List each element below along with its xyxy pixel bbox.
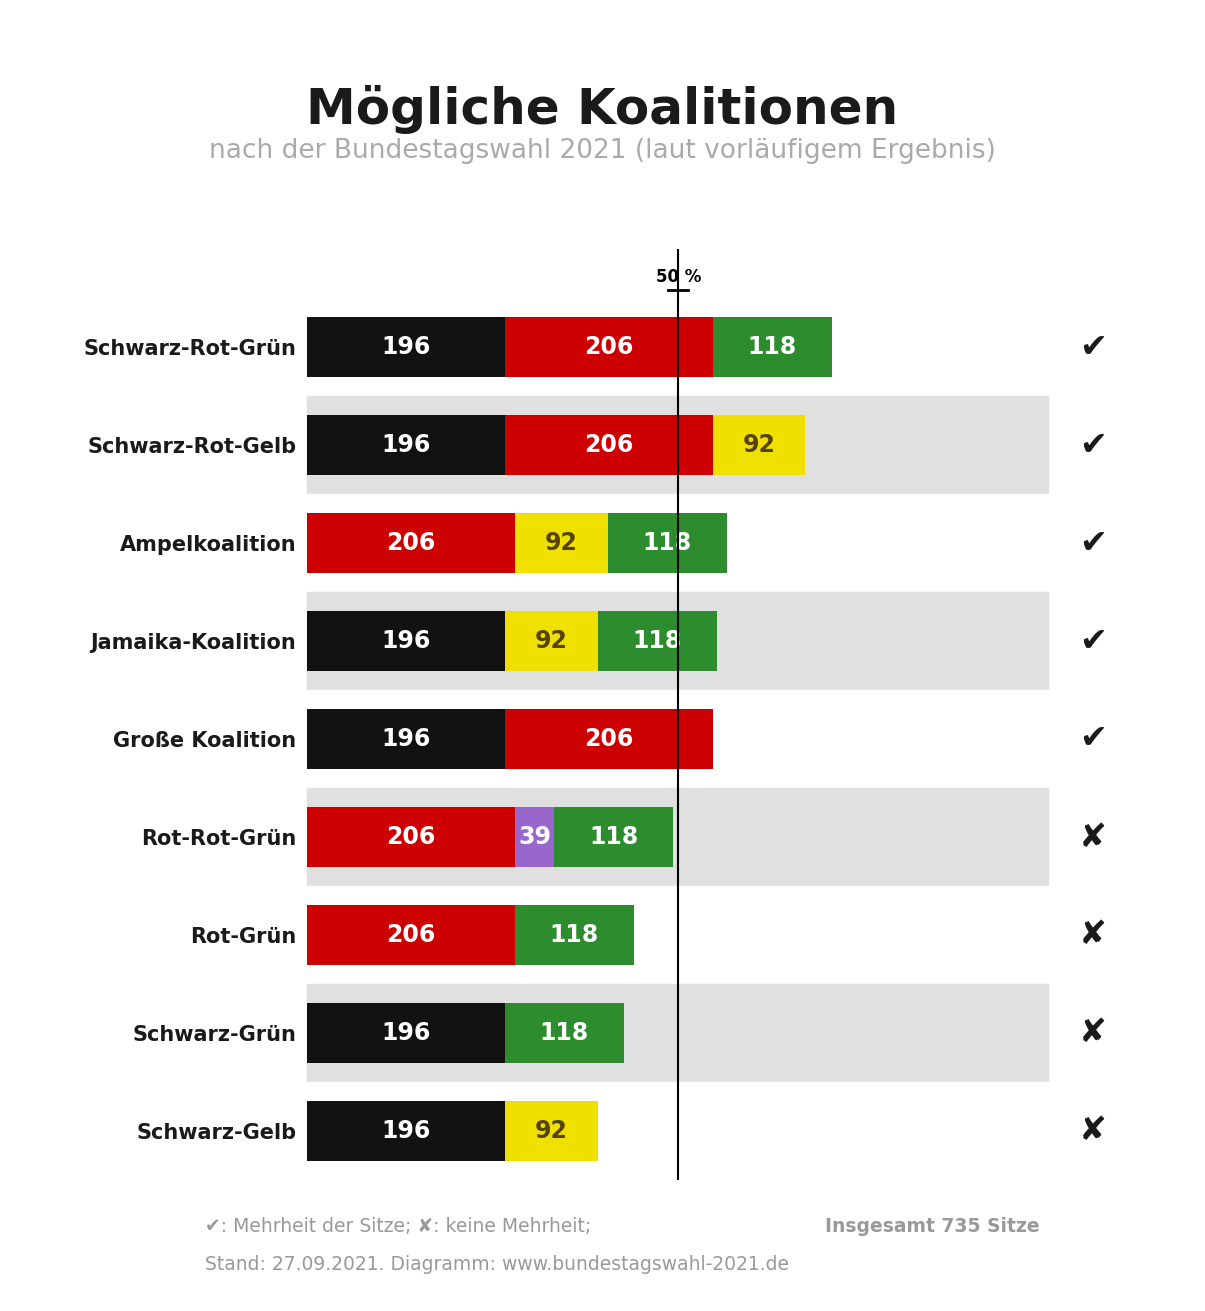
Bar — [307, 1003, 505, 1063]
Bar — [307, 593, 1048, 690]
Bar — [307, 494, 1048, 593]
Text: 206: 206 — [387, 531, 436, 555]
Text: 196: 196 — [382, 629, 430, 653]
Text: 118: 118 — [589, 825, 639, 850]
Text: 118: 118 — [633, 629, 682, 653]
Bar — [505, 611, 598, 671]
Bar — [307, 317, 505, 378]
Bar — [505, 709, 712, 770]
Text: 118: 118 — [549, 923, 599, 947]
Bar — [607, 513, 727, 573]
Text: 206: 206 — [584, 728, 634, 751]
Text: ✔: Mehrheit der Sitze; ✘: keine Mehrheit;: ✔: Mehrheit der Sitze; ✘: keine Mehrheit… — [205, 1217, 598, 1235]
Text: ✘: ✘ — [1078, 1114, 1107, 1147]
Text: 196: 196 — [382, 1021, 430, 1045]
Bar — [307, 513, 515, 573]
Text: ✔: ✔ — [1078, 527, 1107, 560]
Text: 196: 196 — [382, 728, 430, 751]
Bar — [307, 985, 1048, 1082]
Bar — [712, 317, 831, 378]
Bar — [554, 806, 674, 868]
Bar — [307, 905, 515, 965]
Text: ✔: ✔ — [1078, 330, 1107, 363]
Bar — [598, 611, 717, 671]
Bar — [505, 317, 712, 378]
Text: ✘: ✘ — [1078, 1016, 1107, 1049]
Bar — [515, 513, 607, 573]
Text: 196: 196 — [382, 433, 430, 458]
Bar — [505, 414, 712, 476]
Text: 118: 118 — [540, 1021, 589, 1045]
Text: ✔: ✔ — [1078, 624, 1107, 658]
Text: 92: 92 — [545, 531, 577, 555]
Bar — [307, 1082, 1048, 1180]
Text: 39: 39 — [518, 825, 551, 850]
Text: 196: 196 — [382, 336, 430, 359]
Bar — [307, 690, 1048, 788]
Bar — [307, 611, 505, 671]
Text: 206: 206 — [387, 923, 436, 947]
Bar — [515, 905, 634, 965]
Text: Mögliche Koalitionen: Mögliche Koalitionen — [306, 85, 899, 134]
Bar — [307, 298, 1048, 396]
Text: nach der Bundestagswahl 2021 (laut vorläufigem Ergebnis): nach der Bundestagswahl 2021 (laut vorlä… — [208, 138, 997, 164]
Text: 92: 92 — [535, 1118, 568, 1143]
Bar — [505, 1003, 624, 1063]
Bar — [307, 414, 505, 476]
Bar — [307, 709, 505, 770]
Text: 118: 118 — [747, 336, 797, 359]
Text: ✔: ✔ — [1078, 722, 1107, 755]
Text: 206: 206 — [387, 825, 436, 850]
Bar — [505, 1100, 598, 1162]
Text: 118: 118 — [642, 531, 692, 555]
Text: 206: 206 — [584, 433, 634, 458]
Bar — [307, 806, 515, 868]
Bar — [307, 1100, 505, 1162]
Text: ✘: ✘ — [1078, 919, 1107, 952]
Text: 50 %: 50 % — [656, 269, 701, 286]
Text: 92: 92 — [535, 629, 568, 653]
Text: ✔: ✔ — [1078, 429, 1107, 461]
Bar — [307, 788, 1048, 886]
Text: Stand: 27.09.2021. Diagramm: www.bundestagswahl-2021.de: Stand: 27.09.2021. Diagramm: www.bundest… — [205, 1255, 789, 1273]
Text: ✘: ✘ — [1078, 821, 1107, 853]
Text: 92: 92 — [742, 433, 775, 458]
Text: 206: 206 — [584, 336, 634, 359]
Text: Insgesamt 735 Sitze: Insgesamt 735 Sitze — [825, 1217, 1040, 1235]
Bar — [712, 414, 805, 476]
Text: 196: 196 — [382, 1118, 430, 1143]
Bar — [307, 396, 1048, 494]
Bar — [515, 806, 554, 868]
Bar — [307, 886, 1048, 985]
